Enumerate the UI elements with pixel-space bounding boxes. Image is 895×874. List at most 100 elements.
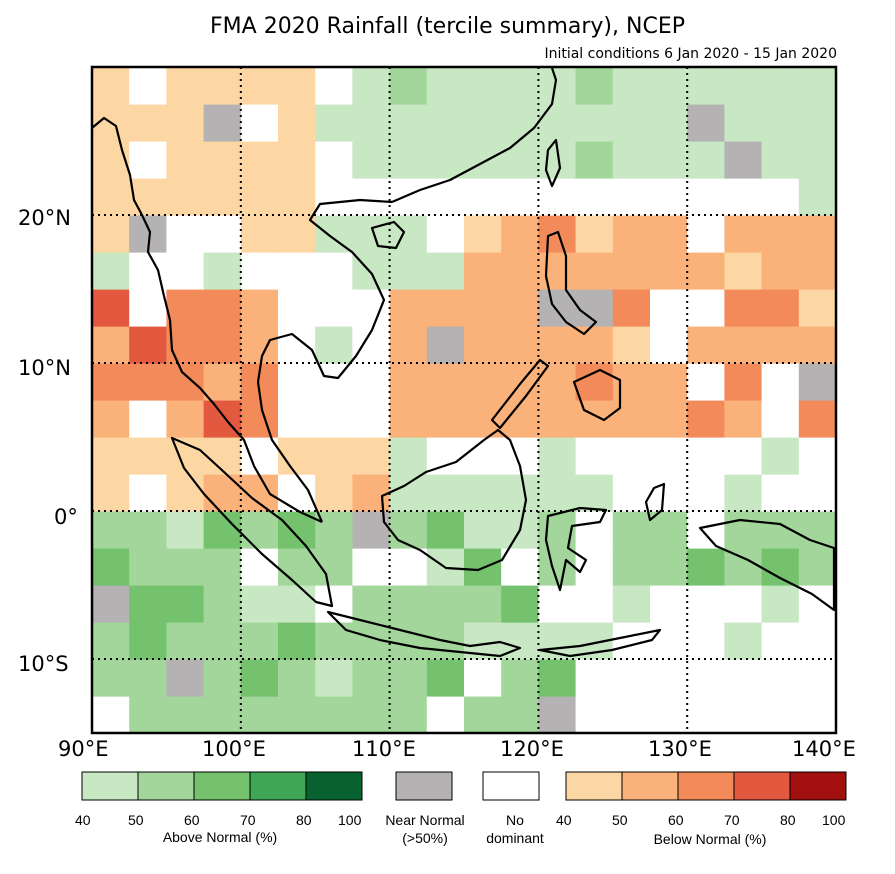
coastlines: [91, 67, 836, 658]
grid-cell: [464, 289, 502, 327]
grid-cell: [575, 215, 614, 253]
grid-cell: [426, 474, 465, 512]
grid-cell: [464, 437, 502, 475]
grid-cell: [575, 511, 614, 549]
grid-cell: [389, 178, 428, 216]
grid-cell: [687, 252, 725, 290]
grid-cell: [92, 215, 130, 253]
grid-cell: [352, 104, 391, 142]
grid-cell: [724, 178, 763, 216]
grid-cell: [315, 400, 353, 438]
grid-cell: [426, 511, 465, 549]
grid-cell: [203, 474, 242, 512]
lat-tick-0: 0°: [54, 505, 78, 529]
below-swatch: [789, 771, 847, 801]
grid-cell: [575, 252, 614, 290]
lon-tick-140e: 140°E: [792, 737, 856, 761]
no-dominant-swatch: [482, 771, 540, 801]
grid-cell: [92, 696, 130, 734]
coast-south-china: [391, 67, 558, 204]
grid-cell: [240, 178, 279, 216]
grid-cell: [92, 548, 130, 586]
grid-cell: [538, 178, 577, 216]
grid-cell: [203, 104, 242, 142]
grid-cell: [203, 363, 242, 401]
grid-cell: [798, 696, 837, 734]
grid-cell: [464, 474, 502, 512]
grid-cell: [464, 67, 502, 105]
grid-cell: [724, 622, 763, 660]
grid-cell: [464, 696, 502, 734]
grid-cell: [464, 659, 502, 697]
grid-cell: [426, 104, 465, 142]
grid-cell: [203, 511, 242, 549]
grid-cell: [203, 67, 242, 105]
grid-cell: [761, 474, 800, 512]
grid-cell: [426, 178, 465, 216]
grid-cell: [92, 659, 130, 697]
below-tick-40: 40: [556, 812, 572, 828]
above-tick-70: 70: [240, 812, 256, 828]
grid-cell: [724, 289, 763, 327]
grid-cell: [650, 511, 688, 549]
grid-cell: [501, 659, 539, 697]
grid-cell: [389, 622, 428, 660]
grid-cell: [724, 215, 763, 253]
above-swatch: [249, 771, 307, 801]
coast-palawan: [490, 358, 550, 430]
grid-cell: [203, 252, 242, 290]
grid-cell: [501, 548, 539, 586]
grid-cell: [650, 548, 688, 586]
grid-cell: [92, 289, 130, 327]
grid-cell: [724, 474, 763, 512]
grid-cell: [278, 696, 316, 734]
grid-cell: [389, 363, 428, 401]
near-caption-2: (>50%): [402, 830, 448, 846]
grid-cell: [240, 622, 279, 660]
grid-cell: [315, 696, 353, 734]
grid-cell: [278, 363, 316, 401]
grid-cell: [798, 659, 837, 697]
grid-cell: [92, 141, 130, 179]
grid-cell: [650, 696, 688, 734]
grid-cell: [798, 215, 837, 253]
grid-cell: [426, 289, 465, 327]
grid-cell: [612, 289, 651, 327]
grid-cell: [761, 511, 800, 549]
map-frame: [90, 65, 838, 735]
grid-cell: [426, 67, 465, 105]
lon-tick-130e: 130°E: [648, 737, 712, 761]
coast-new-guinea: [698, 518, 836, 612]
grid-cell: [389, 548, 428, 586]
grid-cell: [240, 104, 279, 142]
grid-cell: [650, 326, 688, 364]
grid-cell: [464, 141, 502, 179]
grid-cell: [761, 437, 800, 475]
grid-cell: [575, 400, 614, 438]
coast-lesser-sunda: [538, 628, 662, 658]
grid-cell: [798, 326, 837, 364]
grid-cell: [612, 548, 651, 586]
grid-cell: [278, 104, 316, 142]
grid-cell: [166, 659, 205, 697]
grid-cell: [501, 585, 539, 623]
grid-cell: [203, 659, 242, 697]
grid-cell: [92, 622, 130, 660]
grid-cell: [798, 548, 837, 586]
grid-cell: [687, 585, 725, 623]
grid-cell: [650, 215, 688, 253]
grid-cell: [724, 363, 763, 401]
above-tick-60: 60: [184, 812, 200, 828]
grid-cell: [650, 474, 688, 512]
grid-cell: [166, 696, 205, 734]
grid-cell: [389, 141, 428, 179]
none-caption-1: No: [506, 812, 524, 828]
grid-cell: [389, 474, 428, 512]
grid-cell: [352, 437, 391, 475]
grid-cell: [464, 252, 502, 290]
grid-cell: [278, 585, 316, 623]
grid-cell: [798, 104, 837, 142]
grid-cell: [650, 437, 688, 475]
grid-cell: [166, 104, 205, 142]
grid-cell: [240, 696, 279, 734]
